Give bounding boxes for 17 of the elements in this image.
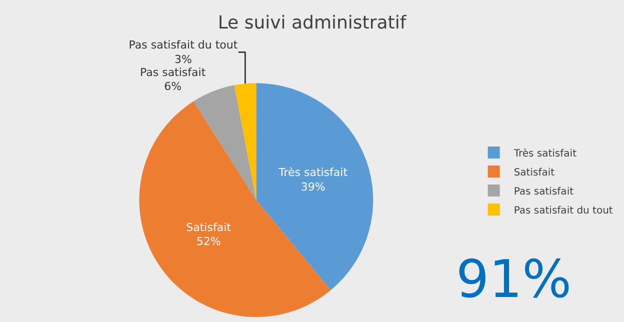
slice-label: Pas satisfait du tout [128,38,238,52]
slice-label: Très satisfait [278,166,348,179]
data-label: 3% [174,52,192,66]
legend-label: Très satisfait [512,148,577,160]
slice-label: Pas satisfait [140,66,206,79]
data-label: 6% [164,80,182,94]
legend-label: Satisfait [514,167,555,178]
text: 91% [456,250,572,310]
pie-slice [194,85,256,200]
legend-label: Pas satisfait [514,186,574,198]
pie-slice [256,83,374,290]
chart-title: Le suivi administratif [218,12,407,34]
legend-label: Pas satisfait du tout [514,205,613,216]
slice-label: Satisfait [186,220,232,234]
data-label: 39% [300,180,326,194]
data-label: 52% [196,235,221,248]
pie-slice [234,83,256,200]
